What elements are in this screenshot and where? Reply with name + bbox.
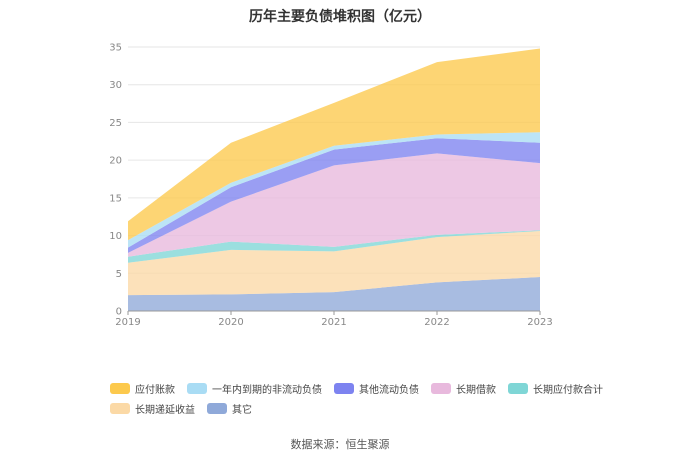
legend-item[interactable]: 长期借款 — [431, 381, 496, 396]
legend-swatch — [110, 382, 130, 394]
legend-label: 长期应付款合计 — [533, 384, 603, 396]
y-tick-label: 30 — [109, 80, 122, 91]
area-series-1 — [128, 231, 540, 296]
y-tick-label: 5 — [116, 269, 122, 280]
x-tick-label: 2019 — [115, 317, 140, 328]
legend-row: 长期递延收益 其它 — [110, 398, 590, 418]
legend-label: 长期递延收益 — [135, 404, 195, 416]
legend-swatch — [110, 402, 130, 414]
y-tick-label: 15 — [109, 193, 122, 204]
area-series-3 — [128, 153, 540, 257]
chart-legend: 应付账款 一年内到期的非流动负债 其他流动负债 长期借款 长期应付款合计长期递延收益 其它 — [110, 378, 603, 418]
legend-label: 一年内到期的非流动负债 — [212, 384, 322, 396]
legend-item[interactable]: 其他流动负债 — [334, 381, 419, 396]
y-tick-label: 25 — [109, 118, 122, 129]
legend-item[interactable]: 应付账款 — [110, 381, 175, 396]
legend-label: 应付账款 — [135, 384, 175, 396]
legend-row: 应付账款 一年内到期的非流动负债 其他流动负债 长期借款 长期应付款合计 — [110, 378, 603, 398]
legend-swatch — [431, 382, 451, 394]
legend-label: 其它 — [232, 404, 252, 416]
y-tick-label: 35 — [109, 43, 122, 54]
legend-label: 其他流动负债 — [359, 384, 419, 396]
x-tick-label: 2023 — [527, 317, 552, 328]
data-source: 数据来源：恒生聚源 — [290, 438, 390, 451]
y-tick-label: 20 — [109, 156, 122, 167]
area-series-2 — [128, 230, 540, 263]
x-tick-label: 2022 — [424, 317, 449, 328]
legend-swatch — [508, 382, 528, 394]
chart-title: 历年主要负债堆积图（亿元） — [249, 9, 431, 25]
x-tick-label: 2021 — [321, 317, 346, 328]
legend-label: 长期借款 — [456, 384, 496, 396]
legend-item[interactable]: 长期应付款合计 — [508, 381, 603, 396]
legend-item[interactable]: 长期递延收益 — [110, 401, 195, 416]
x-tick-label: 2020 — [218, 317, 243, 328]
legend-item[interactable]: 一年内到期的非流动负债 — [187, 381, 322, 396]
area-series-6 — [128, 48, 540, 241]
stacked-area-chart: 0 5 10 15 20 25 30 35 2019 2020 2021 2022 2023 — [109, 43, 552, 329]
y-tick-label: 0 — [116, 307, 122, 318]
legend-swatch — [187, 382, 207, 394]
legend-swatch — [207, 402, 227, 414]
area-series-4 — [128, 138, 540, 253]
legend-item[interactable]: 其它 — [207, 401, 252, 416]
y-tick-label: 10 — [109, 231, 122, 242]
legend-swatch — [334, 382, 354, 394]
area-series-0 — [128, 277, 540, 311]
